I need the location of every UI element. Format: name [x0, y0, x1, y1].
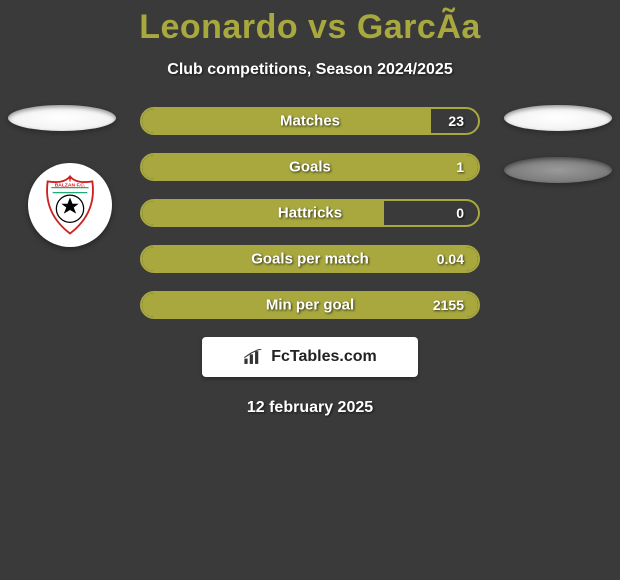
- page-title: Leonardo vs GarcÃa: [0, 0, 620, 47]
- club-badge-left: BALZAN F.C.: [28, 163, 112, 247]
- stat-label: Goals per match: [251, 251, 369, 268]
- stat-bar-matches: Matches 23: [140, 107, 480, 135]
- attribution-badge: FcTables.com: [202, 337, 418, 377]
- attribution-text: FcTables.com: [271, 348, 377, 366]
- stat-bar-goals-per-match: Goals per match 0.04: [140, 245, 480, 273]
- stat-bar-goals: Goals 1: [140, 153, 480, 181]
- stat-value: 23: [448, 113, 464, 129]
- stat-bar-min-per-goal: Min per goal 2155: [140, 291, 480, 319]
- balzan-fc-crest-icon: BALZAN F.C.: [39, 174, 101, 236]
- stat-label: Min per goal: [266, 297, 354, 314]
- snapshot-date: 12 february 2025: [0, 399, 620, 417]
- stat-value: 0: [456, 205, 464, 221]
- player-right-marker-mid: [504, 157, 612, 183]
- stat-label: Hattricks: [278, 205, 342, 222]
- club-badge-text: BALZAN F.C.: [55, 182, 86, 188]
- stat-value: 2155: [433, 297, 464, 313]
- stat-label: Goals: [289, 159, 331, 176]
- bar-chart-icon: [243, 349, 265, 365]
- page-subtitle: Club competitions, Season 2024/2025: [0, 61, 620, 79]
- stat-label: Matches: [280, 113, 340, 130]
- player-right-marker-top: [504, 105, 612, 131]
- content-area: BALZAN F.C. Matches 23 Goals 1 Hattricks…: [0, 107, 620, 417]
- player-left-marker: [8, 105, 116, 131]
- stat-value: 0.04: [437, 251, 464, 267]
- stat-bars: Matches 23 Goals 1 Hattricks 0 Goals per…: [140, 107, 480, 319]
- stat-value: 1: [456, 159, 464, 175]
- stat-fill: [142, 201, 384, 225]
- stat-bar-hattricks: Hattricks 0: [140, 199, 480, 227]
